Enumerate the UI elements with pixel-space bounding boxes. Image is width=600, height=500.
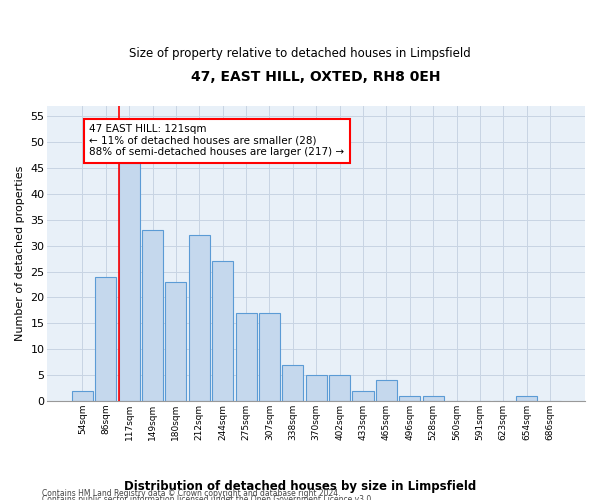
Bar [166, 282, 187, 401]
Bar [236, 313, 257, 401]
Bar [119, 163, 140, 401]
Bar [259, 313, 280, 401]
Bar [142, 230, 163, 401]
Text: Size of property relative to detached houses in Limpsfield: Size of property relative to detached ho… [129, 48, 471, 60]
Bar [329, 375, 350, 401]
Bar [306, 375, 327, 401]
Text: 47 EAST HILL: 121sqm
← 11% of detached houses are smaller (28)
88% of semi-detac: 47 EAST HILL: 121sqm ← 11% of detached h… [89, 124, 344, 158]
Text: Distribution of detached houses by size in Limpsfield: Distribution of detached houses by size … [124, 480, 476, 493]
Bar [422, 396, 443, 401]
Bar [212, 261, 233, 401]
Text: Contains public sector information licensed under the Open Government Licence v3: Contains public sector information licen… [42, 495, 374, 500]
Text: Contains HM Land Registry data © Crown copyright and database right 2024.: Contains HM Land Registry data © Crown c… [42, 489, 341, 498]
Bar [72, 390, 93, 401]
Bar [189, 236, 210, 401]
Bar [376, 380, 397, 401]
Bar [516, 396, 537, 401]
Title: 47, EAST HILL, OXTED, RH8 0EH: 47, EAST HILL, OXTED, RH8 0EH [191, 70, 441, 84]
Bar [352, 390, 374, 401]
Bar [399, 396, 420, 401]
Bar [95, 276, 116, 401]
Bar [283, 364, 304, 401]
Y-axis label: Number of detached properties: Number of detached properties [15, 166, 25, 341]
